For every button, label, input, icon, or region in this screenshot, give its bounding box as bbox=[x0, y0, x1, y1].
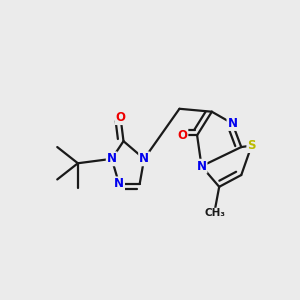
Text: N: N bbox=[227, 117, 237, 130]
Text: S: S bbox=[247, 139, 256, 152]
Text: N: N bbox=[114, 177, 124, 190]
Text: O: O bbox=[116, 111, 126, 124]
Text: N: N bbox=[107, 152, 117, 165]
Text: O: O bbox=[177, 129, 188, 142]
Text: N: N bbox=[139, 152, 149, 165]
Text: CH₃: CH₃ bbox=[204, 208, 225, 218]
Text: N: N bbox=[196, 160, 206, 173]
